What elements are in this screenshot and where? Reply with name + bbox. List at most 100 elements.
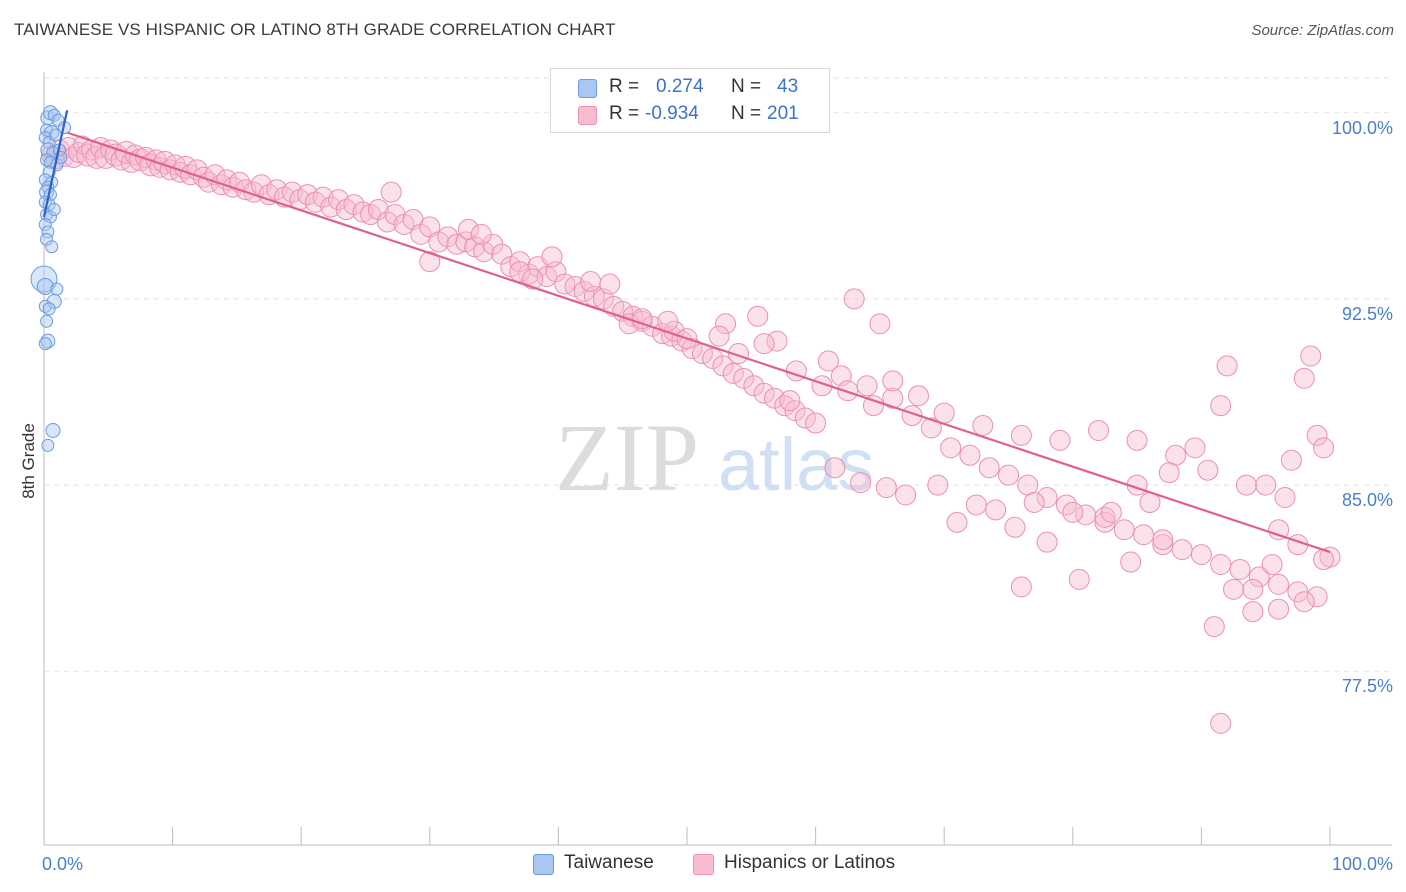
hispanic-point xyxy=(1197,459,1219,481)
legend-swatch-taiwanese xyxy=(578,79,597,98)
hispanic-point xyxy=(1158,462,1180,484)
hispanic-point xyxy=(522,268,544,290)
hispanic-point xyxy=(824,457,846,479)
y-axis-label: 8th Grade xyxy=(19,423,38,499)
x-tick-label: 100.0% xyxy=(1332,854,1393,874)
taiwanese-point xyxy=(36,278,54,296)
hispanic-point xyxy=(437,226,459,248)
source-label: Source: ZipAtlas.com xyxy=(1251,22,1394,39)
legend-label-taiwanese: Taiwanese xyxy=(564,852,654,873)
hispanic-point xyxy=(702,347,724,369)
hispanic-point xyxy=(1010,424,1032,446)
tick-labels: 100.0% 92.5% 85.0% 77.5% 0.0% 100.0% 8th Grade xyxy=(19,118,1393,874)
hispanic-point xyxy=(410,223,432,245)
hispanic-point xyxy=(1268,519,1290,541)
x-tick-label: 0.0% xyxy=(42,854,83,874)
hispanic-point xyxy=(509,261,531,283)
hispanic-point xyxy=(343,194,365,216)
hispanic-point xyxy=(297,184,319,206)
hispanic-point xyxy=(763,387,785,409)
legend-row-hispanic: R = -0.934 N = 201 xyxy=(551,101,829,129)
legend-n-value: 201 xyxy=(767,103,799,124)
hispanic-point xyxy=(933,402,955,424)
hispanic-point xyxy=(862,395,884,417)
hispanic-point xyxy=(1004,516,1026,538)
hispanic-point xyxy=(380,181,402,203)
hispanic-point xyxy=(1210,712,1232,734)
hispanic-point xyxy=(1184,437,1206,459)
hispanic-point xyxy=(965,494,987,516)
hispanic-point xyxy=(715,313,737,335)
taiwanese-point xyxy=(47,203,61,217)
hispanic-point xyxy=(1235,474,1257,496)
y-tick-label: 92.5% xyxy=(1342,304,1393,324)
hispanic-point xyxy=(266,179,288,201)
hispanic-point xyxy=(747,305,769,327)
hispanic-point xyxy=(457,218,479,240)
watermark: ZIP atlas xyxy=(555,404,874,511)
hispanic-point xyxy=(1094,511,1116,533)
legend-swatch-hispanic xyxy=(693,854,714,875)
hispanic-point xyxy=(580,271,602,293)
hispanic-trend-line xyxy=(66,131,1331,554)
hispanic-point xyxy=(1242,601,1264,623)
hispanic-point xyxy=(927,474,949,496)
hispanic-point xyxy=(1152,529,1174,551)
legend-r-label: R = xyxy=(609,76,640,97)
hispanic-point xyxy=(1313,549,1335,571)
hispanic-point xyxy=(281,181,303,203)
stats-legend: R = 0.274 N = 43 R = -0.934 N = 201 xyxy=(550,68,830,133)
y-tick-label: 77.5% xyxy=(1342,676,1393,696)
hispanic-point xyxy=(1216,355,1238,377)
hispanic-point xyxy=(1126,429,1148,451)
hispanic-point xyxy=(907,385,929,407)
hispanic-point xyxy=(946,511,968,533)
hispanic-point xyxy=(766,330,788,352)
hispanic-point xyxy=(1068,568,1090,590)
hispanic-point xyxy=(1113,519,1135,541)
hispanic-point xyxy=(1010,576,1032,598)
hispanic-point xyxy=(712,355,734,377)
legend-n-label: N = xyxy=(731,103,762,124)
hispanic-point xyxy=(1313,437,1335,459)
hispanic-point xyxy=(1261,554,1283,576)
hispanic-point xyxy=(743,375,765,397)
hispanic-point xyxy=(681,338,703,360)
hispanic-point xyxy=(875,477,897,499)
hispanic-point xyxy=(76,143,100,167)
hispanic-point xyxy=(352,201,374,223)
y-tick-label: 85.0% xyxy=(1342,490,1393,510)
hispanic-point xyxy=(1133,524,1155,546)
taiwanese-point xyxy=(45,240,59,254)
hispanic-point xyxy=(895,484,917,506)
hispanic-point xyxy=(1280,449,1302,471)
hispanic-point xyxy=(784,400,806,422)
hispanic-point xyxy=(1268,598,1290,620)
hispanic-point xyxy=(972,415,994,437)
hispanic-point xyxy=(470,223,492,245)
y-tick-label: 100.0% xyxy=(1332,118,1393,138)
hispanic-point xyxy=(1190,544,1212,566)
hispanic-point xyxy=(1210,395,1232,417)
legend-swatch-hispanic xyxy=(578,106,597,125)
hispanic-point xyxy=(817,350,839,372)
hispanic-point xyxy=(169,161,191,183)
taiwanese-point xyxy=(42,302,56,316)
hispanic-point xyxy=(920,417,942,439)
chart-title: TAIWANESE VS HISPANIC OR LATINO 8TH GRAD… xyxy=(14,20,616,39)
hispanic-point xyxy=(1255,474,1277,496)
hispanic-point xyxy=(657,310,679,332)
hispanic-point xyxy=(1036,531,1058,553)
hispanic-point xyxy=(1049,429,1071,451)
hispanic-point xyxy=(1100,501,1122,523)
taiwanese-point xyxy=(38,337,52,351)
taiwanese-point xyxy=(38,217,52,231)
hispanic-point xyxy=(978,457,1000,479)
hispanic-point xyxy=(843,288,865,310)
taiwanese-point xyxy=(41,438,55,452)
hispanic-point xyxy=(1152,534,1174,556)
hispanic-point xyxy=(753,333,775,355)
hispanic-point xyxy=(491,243,513,265)
hispanic-point xyxy=(1023,491,1045,513)
